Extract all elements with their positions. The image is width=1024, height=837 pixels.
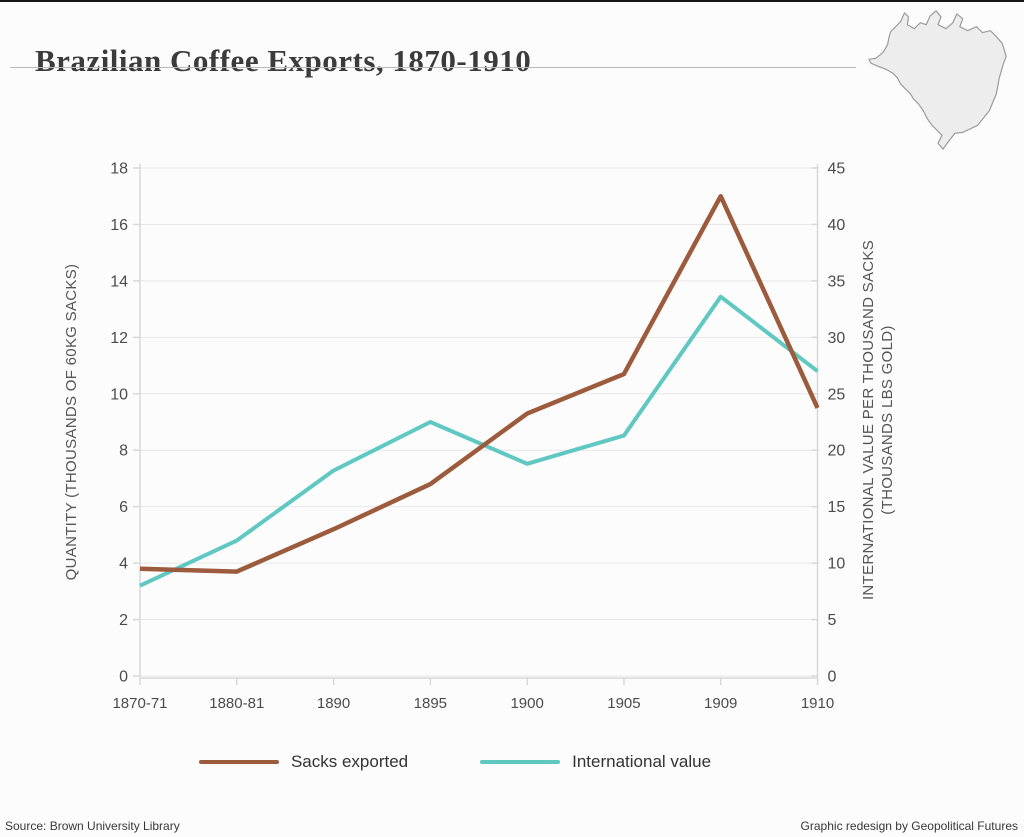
right-axis-title-line1: INTERNATIONAL VALUE PER THOUSAND SACKS xyxy=(860,240,877,600)
source-note: Source: Brown University Library xyxy=(5,819,180,833)
right-tick-label: 20 xyxy=(828,443,846,460)
gridlines xyxy=(140,167,818,677)
international-value-line[interactable] xyxy=(139,294,819,588)
x-tick-label: 1880-81 xyxy=(209,695,264,712)
x-tick-label: 1905 xyxy=(607,695,640,712)
legend-item-sacks-exported[interactable]: Sacks exported xyxy=(198,752,409,772)
left-tick-label: 18 xyxy=(110,161,128,178)
left-tick-label: 6 xyxy=(119,499,128,516)
right-tick-label: 30 xyxy=(828,330,846,347)
title-divider xyxy=(10,67,856,68)
legend: Sacks exported International value xyxy=(85,752,825,772)
right-tick-label: 10 xyxy=(828,556,846,573)
top-border xyxy=(0,0,1024,2)
left-tick-label: 12 xyxy=(110,330,128,347)
x-tick-label: 1909 xyxy=(704,695,737,712)
left-tick-label: 8 xyxy=(119,443,128,460)
legend-label: Sacks exported xyxy=(290,752,409,771)
left-tick-label: 0 xyxy=(119,669,128,686)
international-value-swatch xyxy=(480,760,561,764)
line-chart: 0 2 4 6 8 10 12 14 16 18 0 5 10 15 20 25 30 35 40 45 1870-71… xyxy=(63,161,896,713)
left-tick-label: 4 xyxy=(119,556,128,573)
credit-note: Graphic redesign by Geopolitical Futures xyxy=(800,819,1018,833)
left-tick-label: 14 xyxy=(110,273,128,290)
legend-label: International value xyxy=(572,752,712,771)
right-tick-label: 35 xyxy=(828,273,846,290)
left-tick-label: 16 xyxy=(110,217,128,234)
legend-item-international-value[interactable]: International value xyxy=(480,752,711,772)
left-axis-title: QUANTITY (THOUSANDS OF 60KG SACKS) xyxy=(63,264,80,581)
right-tick-label: 0 xyxy=(828,669,837,686)
sacks-exported-swatch xyxy=(198,760,279,764)
right-tick-label: 25 xyxy=(828,386,846,403)
x-tick-label: 1895 xyxy=(414,695,447,712)
axes xyxy=(133,164,819,685)
right-tick-label: 40 xyxy=(828,217,846,234)
right-tick-label: 15 xyxy=(828,499,846,516)
left-tick-label: 2 xyxy=(119,612,128,629)
sacks-exported-line[interactable] xyxy=(139,193,820,574)
right-tick-label: 5 xyxy=(828,612,837,629)
left-tick-label: 10 xyxy=(110,386,128,403)
x-tick-label: 1870-71 xyxy=(112,695,167,712)
brazil-outline xyxy=(868,10,1007,150)
x-tick-label: 1890 xyxy=(317,695,350,712)
x-tick-label: 1900 xyxy=(510,695,543,712)
brazil-map-icon xyxy=(868,10,1007,150)
tick-labels: 0 2 4 6 8 10 12 14 16 18 0 5 10 15 20 25 30 35 40 45 1870-71… xyxy=(110,161,845,713)
page-title: Brazilian Coffee Exports, 1870-1910 xyxy=(35,42,532,78)
right-axis-title-line2: (THOUSANDS LBS GOLD) xyxy=(879,325,896,514)
right-tick-label: 45 xyxy=(828,161,846,178)
x-tick-label: 1910 xyxy=(801,695,834,712)
